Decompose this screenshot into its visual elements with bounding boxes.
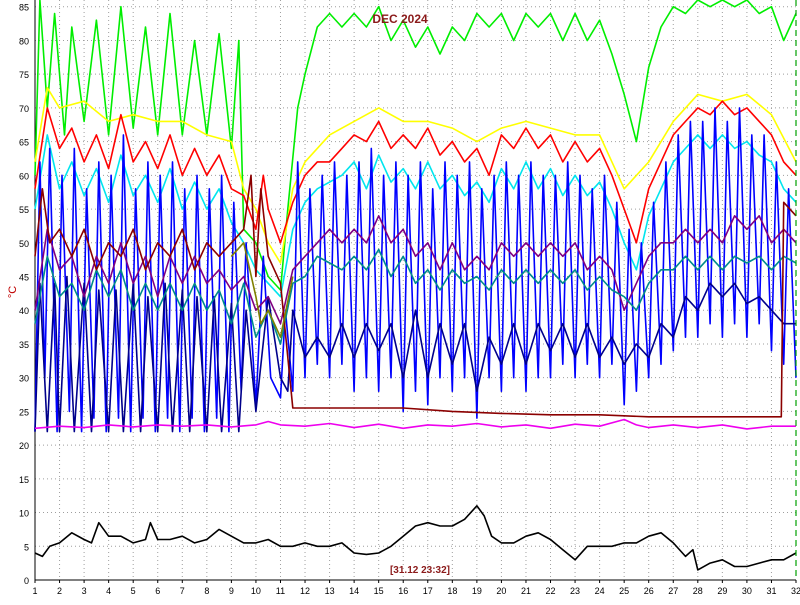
x-tick-label: 15 (374, 586, 384, 596)
x-tick-label: 30 (742, 586, 752, 596)
series-layer (34, 0, 797, 571)
y-axis-label: °C (7, 286, 19, 298)
series-line-8 (34, 248, 797, 345)
x-tick-label: 17 (423, 586, 433, 596)
x-tick-label: 31 (766, 586, 776, 596)
y-tick-label: 40 (19, 306, 29, 316)
y-tick-label: 25 (19, 407, 29, 417)
series-line-1 (34, 0, 797, 291)
timestamp-label: [31.12 23:32] (390, 565, 450, 576)
x-tick-label: 25 (619, 586, 629, 596)
x-tick-label: 16 (398, 586, 408, 596)
x-tick-label: 9 (229, 586, 234, 596)
chart-title: DEC 2024 (372, 12, 428, 26)
x-tick-label: 1 (32, 586, 37, 596)
y-tick-label: 70 (19, 104, 29, 114)
x-tick-label: 21 (521, 586, 531, 596)
series-line-5 (34, 107, 797, 433)
y-tick-label: 55 (19, 205, 29, 215)
y-tick-label: 65 (19, 138, 29, 148)
x-tick-label: 10 (251, 586, 261, 596)
x-tick-label: 28 (693, 586, 703, 596)
y-tick-label: 60 (19, 171, 29, 181)
x-tick-label: 22 (546, 586, 556, 596)
series-line-7 (34, 215, 797, 325)
series-line-4 (34, 134, 797, 298)
series-line-6 (34, 275, 796, 433)
series-line-12 (34, 505, 797, 571)
y-tick-label: 0 (24, 576, 29, 586)
y-tick-label: 20 (19, 441, 29, 451)
x-tick-label: 32 (791, 586, 800, 596)
y-tick-label: 50 (19, 239, 29, 249)
x-tick-label: 18 (447, 586, 457, 596)
y-tick-label: 5 (24, 542, 29, 552)
x-tick-label: 23 (570, 586, 580, 596)
x-tick-label: 6 (155, 586, 160, 596)
y-tick-label: 85 (19, 3, 29, 13)
y-tick-label: 10 (19, 509, 29, 519)
series-line-3 (34, 100, 797, 244)
series-line-9 (34, 174, 797, 418)
x-tick-label: 27 (668, 586, 678, 596)
x-tick-label: 12 (300, 586, 310, 596)
series-line-10 (230, 242, 294, 338)
x-tick-label: 14 (349, 586, 359, 596)
x-tick-label: 13 (325, 586, 335, 596)
x-tick-label: 11 (276, 586, 285, 596)
x-tick-label: 2 (57, 586, 62, 596)
x-tick-label: 4 (106, 586, 111, 596)
x-tick-label: 24 (595, 586, 605, 596)
x-tick-label: 5 (131, 586, 136, 596)
series-line-2 (34, 86, 797, 264)
y-tick-label: 35 (19, 340, 29, 350)
x-tick-label: 20 (496, 586, 506, 596)
x-tick-label: 8 (204, 586, 209, 596)
x-tick-label: 7 (180, 586, 185, 596)
x-tick-label: 3 (82, 586, 87, 596)
y-tick-label: 30 (19, 374, 29, 384)
series-line-11 (34, 418, 796, 430)
x-tick-label: 26 (644, 586, 654, 596)
x-tick-label: 19 (472, 586, 482, 596)
y-tick-label: 45 (19, 273, 29, 283)
y-tick-label: 80 (19, 36, 29, 46)
y-tick-label: 75 (19, 70, 29, 80)
x-tick-label: 29 (717, 586, 727, 596)
y-tick-label: 15 (19, 475, 29, 485)
